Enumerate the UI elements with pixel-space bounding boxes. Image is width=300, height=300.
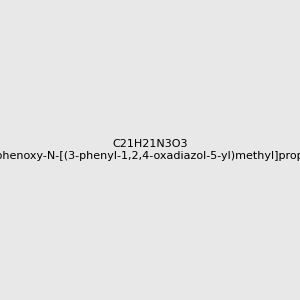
- Text: C21H21N3O3
N-allyl-2-phenoxy-N-[(3-phenyl-1,2,4-oxadiazol-5-yl)methyl]propanamid: C21H21N3O3 N-allyl-2-phenoxy-N-[(3-pheny…: [0, 139, 300, 161]
